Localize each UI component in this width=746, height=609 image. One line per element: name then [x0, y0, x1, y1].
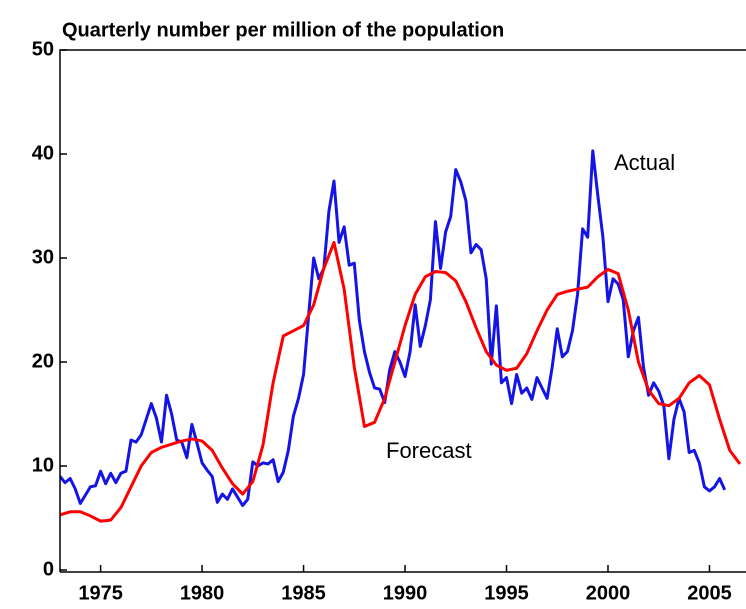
x-tick-label: 1975 — [78, 582, 123, 604]
x-tick-label: 2005 — [687, 582, 732, 604]
data-line — [60, 149, 727, 508]
x-tick-label: 1985 — [281, 582, 326, 604]
y-tick-label: 50 — [32, 38, 54, 60]
series-label: Actual — [614, 150, 675, 175]
y-tick-label: 40 — [32, 142, 54, 164]
x-tick-label: 2000 — [586, 582, 631, 604]
x-tick-label: 1995 — [484, 582, 529, 604]
x-tick-label: 1980 — [180, 582, 225, 604]
plot-area — [60, 149, 742, 523]
y-tick-label: 30 — [32, 246, 54, 268]
y-tick-label: 10 — [32, 454, 54, 476]
data-line — [60, 240, 742, 523]
y-tick-label: 0 — [43, 558, 54, 580]
series-label: Forecast — [386, 438, 472, 463]
chart-title: Quarterly number per million of the popu… — [62, 19, 504, 41]
x-tick-label: 1990 — [383, 582, 428, 604]
y-tick-label: 20 — [32, 350, 54, 372]
